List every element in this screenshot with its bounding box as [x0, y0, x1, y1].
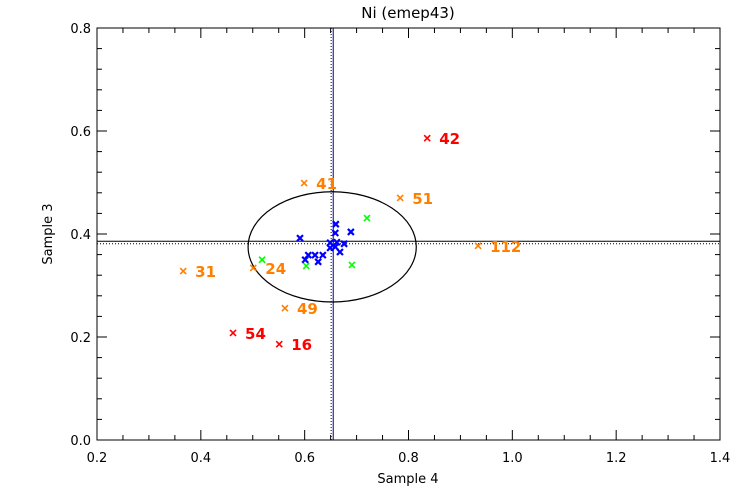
- y-tick-label: 0.2: [70, 331, 91, 346]
- y-tick-label: 0.8: [70, 22, 91, 37]
- y-axis-label: Sample 3: [41, 203, 56, 264]
- data-point-red: [229, 329, 237, 337]
- plot-frame: [96, 27, 721, 441]
- data-point-blue: [314, 258, 322, 266]
- data-point-blue: [340, 240, 348, 248]
- data-point-blue: [347, 228, 355, 236]
- x-tick-label: 1.2: [606, 451, 627, 466]
- data-point-green: [258, 256, 266, 264]
- data-point-blue: [319, 251, 327, 259]
- x-tick-label: 0.8: [398, 451, 419, 466]
- data-point-blue: [331, 229, 340, 237]
- data-point-blue: [333, 238, 341, 247]
- x-tick-label: 0.4: [190, 451, 211, 466]
- x-tick-label: 1.4: [710, 451, 731, 466]
- data-point-green: [363, 214, 371, 222]
- y-tick-label: 0.0: [70, 434, 91, 449]
- data-point-orange: [300, 179, 308, 187]
- data-point-blue: [301, 255, 309, 264]
- data-label: 16: [291, 336, 312, 354]
- data-point-blue: [296, 234, 304, 242]
- data-point-orange: [249, 264, 257, 272]
- y-tick-label: 0.6: [70, 125, 91, 140]
- data-point-green: [348, 261, 356, 269]
- data-point-orange: [474, 242, 482, 250]
- data-point-orange: [396, 194, 404, 202]
- data-label: 42: [439, 130, 460, 148]
- data-point-red: [275, 340, 283, 348]
- data-point-orange: [179, 267, 187, 275]
- plot-area: 0.2 0.4 0.6 0.8 1.0 1.2 1.4 0.0 0.2 0.4 0.6 0.8 42 54…: [70, 22, 730, 466]
- data-label: 41: [316, 175, 337, 193]
- data-label: 51: [412, 190, 433, 208]
- data-point-blue: [311, 251, 319, 259]
- chart-title: Ni (emep43): [361, 4, 455, 22]
- data-point-red: [423, 134, 431, 142]
- x-tick-label: 1.0: [502, 451, 523, 466]
- data-point-blue: [326, 244, 334, 252]
- data-point-orange: [281, 304, 289, 312]
- data-point-green: [302, 262, 310, 270]
- data-label: 112: [490, 238, 521, 256]
- data-label: 49: [297, 300, 318, 318]
- x-axis-label: Sample 4: [377, 472, 438, 487]
- data-point-blue: [331, 243, 340, 251]
- y-tick-label: 0.4: [70, 228, 91, 243]
- data-label: 24: [265, 260, 286, 278]
- x-tick-label: 0.6: [294, 451, 315, 466]
- data-point-blue: [332, 220, 340, 228]
- data-label: 54: [245, 325, 266, 343]
- confidence-ellipse: [247, 191, 417, 303]
- x-tick-label: 0.2: [87, 451, 108, 466]
- data-label: 31: [195, 263, 216, 281]
